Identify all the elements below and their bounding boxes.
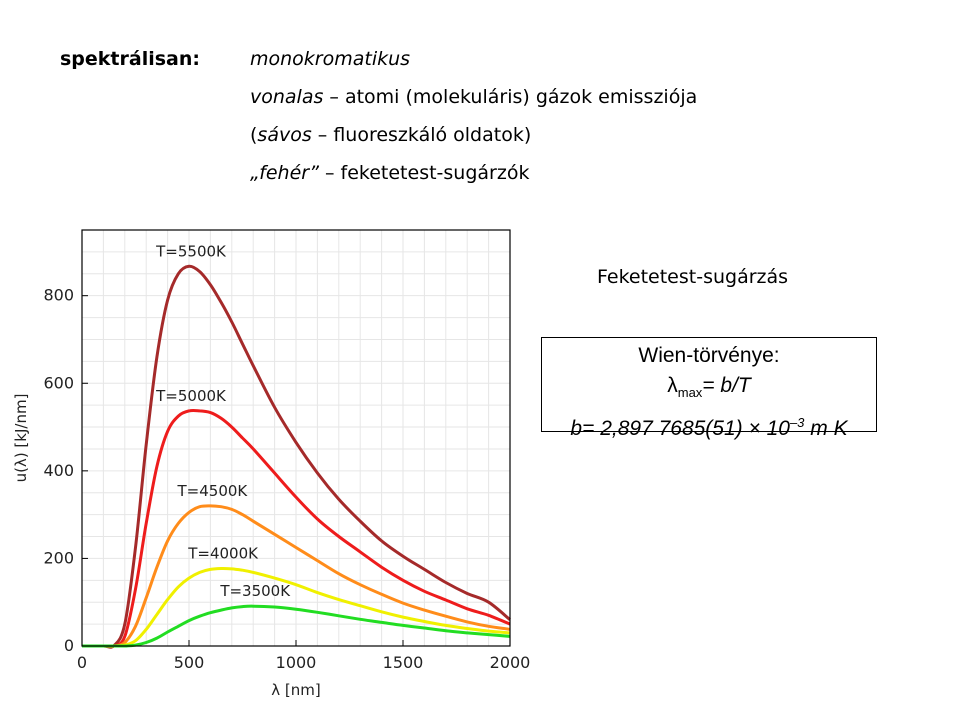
y-tick-label: 400 [43, 461, 74, 480]
series-line-T=4000K [82, 566, 511, 648]
series-labels: T=5500K T=5000K T=4500K T=4000K T=3500K [155, 242, 291, 600]
series-label: T=5500K [155, 242, 227, 260]
x-tick-label: 500 [174, 653, 205, 672]
y-tick-label: 0 [64, 636, 74, 655]
x-axis-label: λ [nm] [271, 681, 320, 699]
bullet-lead: spektrálisan: [60, 48, 200, 70]
wien-law-box: Wien-törvénye: λmax= b/T b= 2,897 7685(5… [541, 337, 877, 440]
x-tick-label: 0 [77, 653, 87, 672]
wien-title: Wien-törvénye: [638, 344, 780, 367]
series-lines [81, 264, 511, 649]
x-tick-label: 1000 [276, 653, 317, 672]
bullet-item: (sávos – fluoreszkáló oldatok) [250, 124, 532, 146]
series-line-T=5000K [82, 408, 511, 649]
series-label: T=3500K [219, 582, 291, 600]
series-label: T=4500K [177, 482, 249, 500]
y-tick-label: 600 [43, 373, 74, 392]
axis-ticks: 0 500 1000 1500 2000 0 200 400 600 800 [43, 286, 530, 672]
x-tick-label: 1500 [383, 653, 424, 672]
bullet-item: „fehér” – feketetest-sugárzók [250, 162, 530, 184]
series-line-T=3500K [82, 604, 511, 648]
bullet-item: vonalas – atomi (molekuláris) gázok emis… [250, 86, 698, 108]
bullet-item: monokromatikus [250, 48, 411, 70]
series-label: T=4000K [187, 544, 259, 562]
series-label: T=5000K [155, 387, 227, 405]
wien-formula: λmax= b/T [667, 374, 751, 401]
y-tick-label: 200 [43, 548, 74, 567]
wien-constant: b= 2,897 7685(51) × 10–3 m K [570, 415, 848, 441]
series-line-T=4500K [82, 504, 511, 648]
x-tick-label: 2000 [490, 653, 531, 672]
series-line-T=5500K [81, 264, 511, 649]
y-axis-label: u(λ) [kJ/nm] [12, 394, 30, 483]
chart-caption: Feketetest-sugárzás [597, 266, 789, 288]
y-tick-label: 800 [43, 286, 74, 305]
